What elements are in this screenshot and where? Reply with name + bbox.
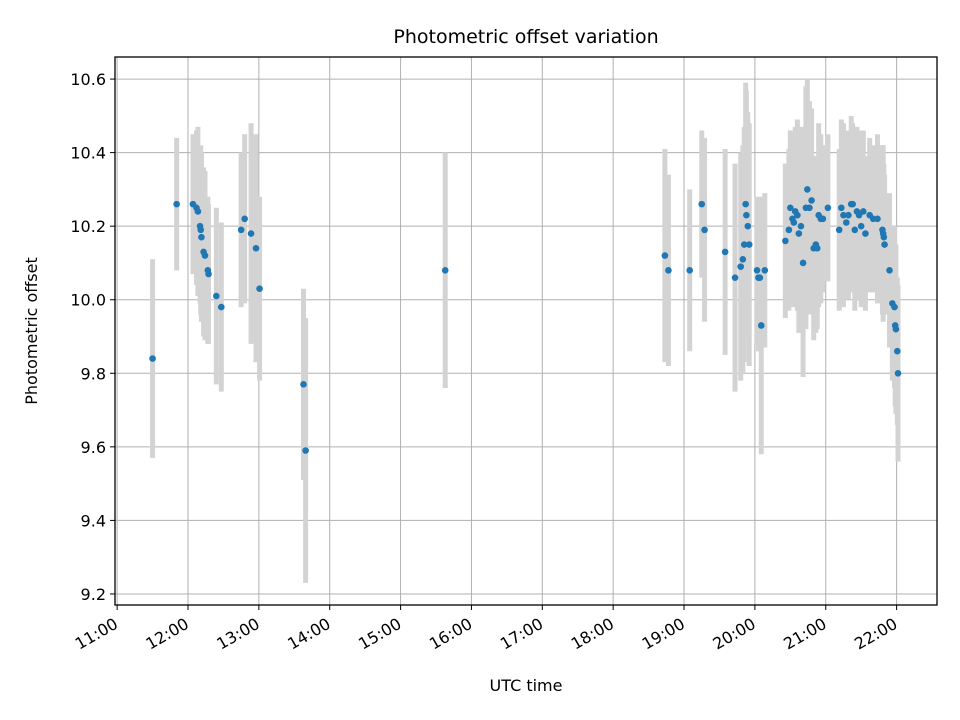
y-tick-label: 9.8 [81, 364, 106, 383]
x-axis-label: UTC time [490, 676, 563, 695]
data-point [819, 215, 827, 223]
data-point [149, 355, 156, 362]
data-point [797, 222, 805, 230]
data-point [785, 226, 793, 234]
data-point [217, 303, 225, 311]
data-point [197, 226, 205, 234]
data-point [860, 208, 867, 215]
data-point [213, 292, 220, 300]
data-point [247, 230, 255, 237]
data-point [661, 252, 669, 259]
data-point [761, 267, 769, 274]
data-point [256, 285, 263, 293]
data-point [744, 222, 752, 230]
data-point [790, 219, 798, 226]
data-point [201, 252, 209, 259]
chart-title: Photometric offset variation [393, 26, 658, 48]
data-point [894, 347, 901, 355]
data-point [845, 211, 852, 219]
data-point [849, 200, 856, 208]
data-point [782, 237, 789, 245]
y-tick-label: 10.0 [70, 291, 106, 310]
data-point [205, 270, 212, 278]
data-point [891, 303, 898, 311]
data-point [731, 274, 739, 281]
data-points [149, 186, 902, 454]
data-point [441, 267, 449, 274]
data-point [721, 248, 729, 256]
data-point [686, 267, 693, 274]
data-point [840, 211, 847, 219]
data-point [813, 244, 821, 252]
data-point [701, 226, 708, 234]
y-tick-label: 10.2 [70, 217, 106, 236]
data-point [757, 322, 765, 329]
data-point [892, 325, 900, 333]
y-tick-label: 9.2 [81, 585, 106, 604]
data-point [880, 233, 888, 241]
data-point [804, 186, 811, 193]
data-point [787, 204, 794, 212]
data-point [806, 204, 813, 212]
data-point [698, 200, 706, 208]
data-point [851, 226, 859, 234]
data-point [862, 230, 869, 237]
data-point [173, 200, 180, 208]
data-point [881, 241, 888, 248]
data-point [874, 215, 881, 223]
data-point [743, 211, 750, 219]
data-point [795, 230, 803, 237]
data-point [857, 222, 865, 230]
data-point [838, 204, 845, 212]
data-point [742, 200, 749, 208]
data-point [756, 274, 764, 281]
data-point [886, 267, 893, 274]
y-tick-label: 9.4 [81, 511, 106, 530]
data-point [824, 204, 832, 212]
data-point [252, 244, 260, 252]
data-point [302, 447, 309, 454]
data-point [794, 211, 801, 219]
data-point [665, 267, 672, 274]
data-point [194, 208, 202, 215]
y-axis-label: Photometric offset [22, 257, 41, 405]
data-point [808, 197, 815, 204]
data-point [237, 226, 245, 234]
y-tick-label: 10.6 [70, 70, 106, 89]
data-point [300, 381, 307, 388]
data-point [753, 267, 761, 274]
data-point [842, 219, 850, 226]
data-point [835, 226, 843, 234]
y-tick-label: 9.6 [81, 438, 106, 457]
data-point [799, 259, 807, 267]
plot-frame [114, 56, 938, 606]
data-point [739, 255, 747, 263]
data-point [745, 241, 753, 248]
y-tick-label: 10.4 [70, 144, 106, 163]
data-point [740, 241, 748, 248]
data-point [241, 215, 248, 223]
data-point [894, 369, 902, 377]
data-point [198, 233, 205, 241]
data-point [737, 263, 745, 270]
y-axis-ticks: 9.2 9.4 9.6 9.8 10.0 10.2 10.4 10.6 [70, 70, 115, 604]
